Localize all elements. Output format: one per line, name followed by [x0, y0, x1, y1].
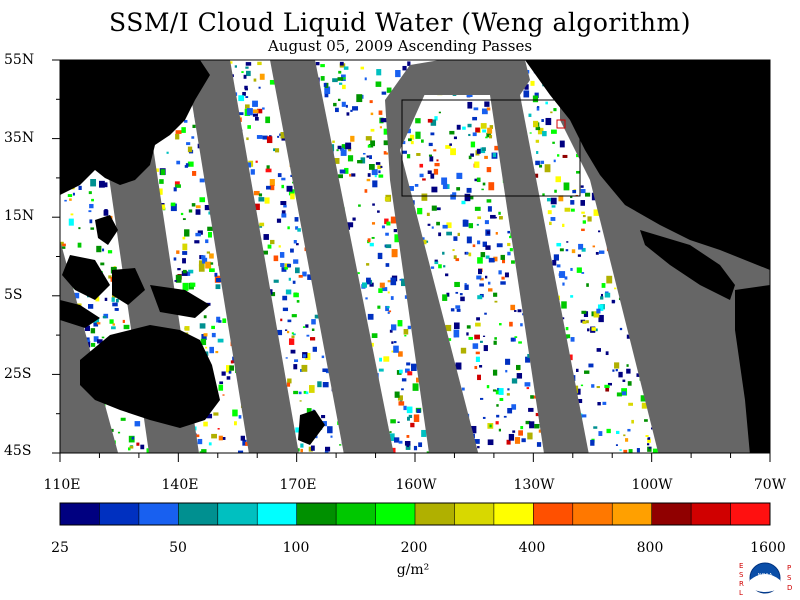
colorbar-swatch	[257, 503, 298, 525]
lat-label: 55N	[4, 52, 35, 68]
colorbar-label: 100	[282, 540, 310, 556]
colorbar-swatch	[375, 503, 416, 525]
axis-ticks	[52, 59, 771, 462]
logo-letter: L	[739, 589, 743, 597]
colorbar-swatch	[730, 503, 771, 525]
colorbar-label: 200	[400, 540, 428, 556]
logo-letter: E	[739, 562, 743, 570]
colorbar-swatch	[217, 503, 258, 525]
noaa-bird-icon	[750, 574, 780, 592]
colorbar-swatch	[60, 503, 100, 525]
map-subtitle: August 05, 2009 Ascending Passes	[267, 37, 533, 55]
lat-label: 45S	[4, 443, 32, 459]
logo-letter: S	[787, 574, 792, 582]
lat-label: 25S	[4, 366, 32, 382]
noaa-logo: E S R L NOAA P S D	[739, 562, 792, 597]
colorbar-label: 50	[169, 540, 187, 556]
lon-label: 140E	[161, 477, 199, 493]
colorbar-swatch	[296, 503, 337, 525]
logo-letter: P	[787, 564, 791, 572]
colorbar-swatch	[533, 503, 574, 525]
colorbar-label: 800	[636, 540, 664, 556]
colorbar-units: g/m²	[396, 562, 430, 578]
lon-label: 100W	[631, 477, 673, 493]
map-title: SSM/I Cloud Liquid Water (Weng algorithm…	[109, 8, 691, 37]
lon-label: 110E	[43, 477, 81, 493]
colorbar-swatch	[178, 503, 219, 525]
lat-label: 35N	[4, 130, 35, 146]
region-box	[401, 99, 581, 197]
red-marker	[556, 119, 566, 129]
lon-label: 160W	[395, 477, 437, 493]
colorbar-swatch	[336, 503, 377, 525]
land-masses	[60, 60, 770, 453]
lon-label: 130W	[513, 477, 555, 493]
logo-letter: R	[739, 580, 744, 588]
lon-label: 170E	[279, 477, 317, 493]
logo-letter: D	[787, 584, 792, 592]
lat-label: 5S	[4, 287, 23, 303]
colorbar-label: 25	[51, 540, 69, 556]
colorbar-swatch	[454, 503, 495, 525]
colorbar-label: 1600	[750, 540, 786, 556]
lat-label: 15N	[4, 208, 35, 224]
colorbar-swatch	[493, 503, 534, 525]
lon-label: 70W	[753, 477, 787, 493]
colorbar-swatch	[415, 503, 455, 525]
colorbar-swatch	[138, 503, 179, 525]
colorbar-label: 400	[518, 540, 546, 556]
logo-letter: S	[739, 571, 744, 579]
logo-name: NOAA	[758, 573, 773, 579]
colorbar-swatch	[691, 503, 732, 525]
colorbar-swatch	[572, 503, 613, 525]
colorbar-swatch	[651, 503, 692, 525]
colorbar-swatch	[99, 503, 140, 525]
colorbar	[59, 502, 771, 526]
colorbar-swatch	[612, 503, 653, 525]
